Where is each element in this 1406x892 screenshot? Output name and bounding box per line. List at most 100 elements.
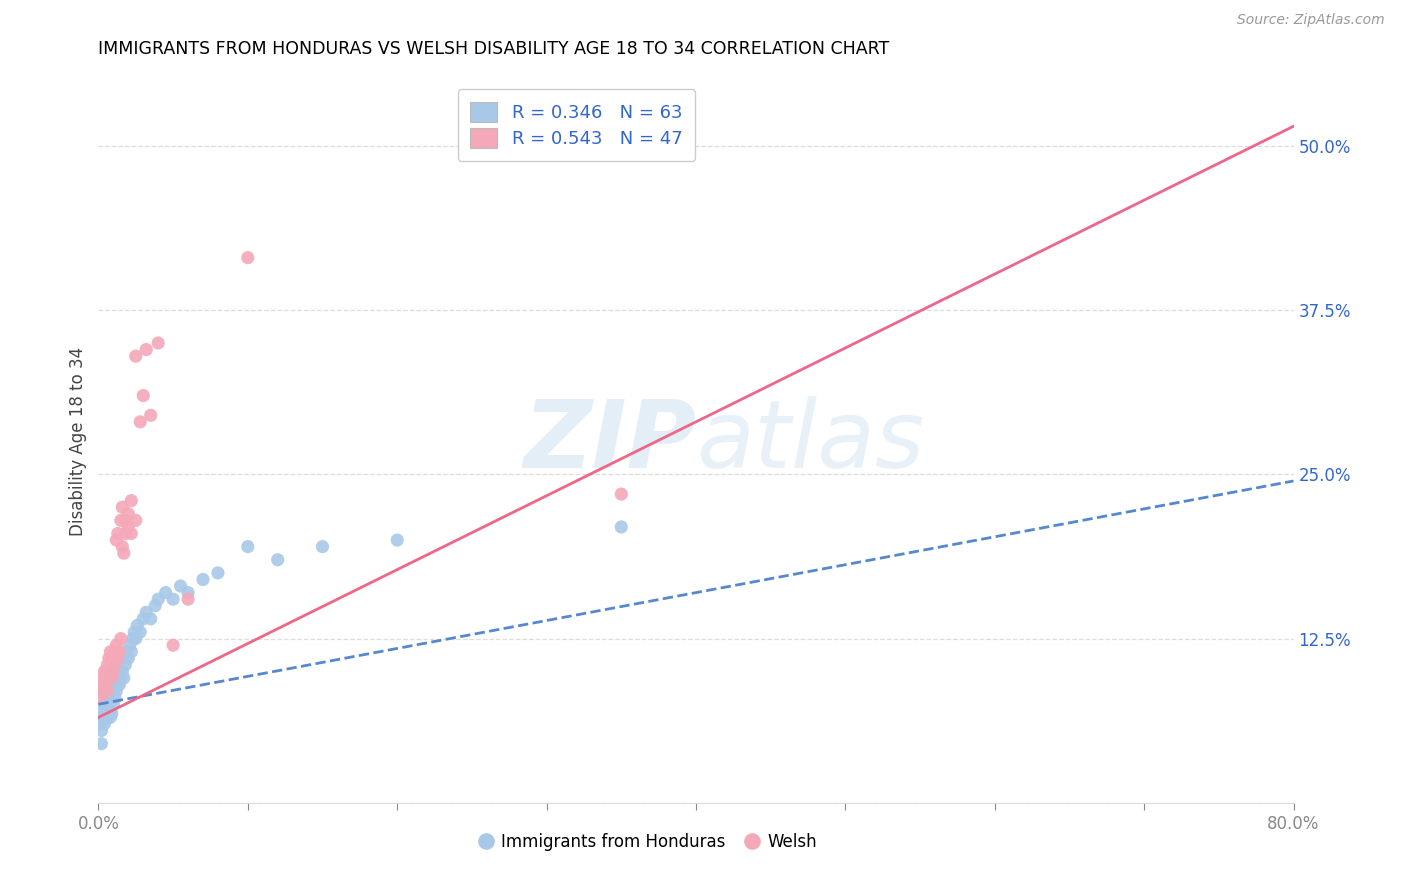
Point xyxy=(101,671,124,685)
Point xyxy=(93,684,115,698)
Point xyxy=(129,415,152,429)
Point xyxy=(117,520,139,534)
Point xyxy=(111,665,134,679)
Point xyxy=(104,657,127,672)
Point xyxy=(105,671,128,685)
Point xyxy=(125,632,148,646)
Point xyxy=(148,336,170,351)
Point xyxy=(103,698,125,712)
Point xyxy=(385,533,409,547)
Point xyxy=(129,625,152,640)
Point xyxy=(107,677,129,691)
Point xyxy=(89,717,111,731)
Point xyxy=(125,513,148,527)
Point xyxy=(93,717,115,731)
Point xyxy=(89,690,111,705)
Point xyxy=(117,651,139,665)
Point xyxy=(111,500,134,515)
Point xyxy=(120,493,142,508)
Point xyxy=(93,698,115,712)
Point xyxy=(112,671,135,685)
Point xyxy=(94,704,117,718)
Point xyxy=(101,706,124,721)
Point xyxy=(91,704,114,718)
Point xyxy=(103,671,125,685)
Point xyxy=(98,665,122,679)
Point xyxy=(118,638,141,652)
Point xyxy=(236,540,259,554)
Point xyxy=(97,698,120,712)
Point xyxy=(93,665,115,679)
Point xyxy=(135,343,157,357)
Point xyxy=(311,540,333,554)
Point xyxy=(98,690,122,705)
Legend: Immigrants from Honduras, Welsh: Immigrants from Honduras, Welsh xyxy=(471,825,825,860)
Point xyxy=(107,651,129,665)
Point xyxy=(103,665,125,679)
Point xyxy=(162,592,184,607)
Point xyxy=(97,677,120,691)
Point xyxy=(177,585,200,599)
Point xyxy=(107,526,129,541)
Point xyxy=(90,684,112,698)
Point xyxy=(105,684,128,698)
Point xyxy=(127,618,149,632)
Point xyxy=(90,677,112,691)
Point xyxy=(91,671,114,685)
Text: ZIP: ZIP xyxy=(523,395,696,488)
Point xyxy=(103,688,125,702)
Point xyxy=(114,526,136,541)
Point xyxy=(177,592,200,607)
Point xyxy=(108,665,131,679)
Point xyxy=(125,349,148,363)
Point xyxy=(610,520,633,534)
Point xyxy=(104,665,127,679)
Point xyxy=(110,671,132,685)
Point xyxy=(97,651,120,665)
Point xyxy=(143,599,166,613)
Text: atlas: atlas xyxy=(696,396,924,487)
Point xyxy=(114,513,136,527)
Point xyxy=(98,671,122,685)
Y-axis label: Disability Age 18 to 34: Disability Age 18 to 34 xyxy=(69,347,87,536)
Point xyxy=(105,533,128,547)
Point xyxy=(97,671,120,685)
Point xyxy=(91,710,114,724)
Point xyxy=(96,690,118,705)
Point xyxy=(135,605,157,619)
Point xyxy=(91,680,114,694)
Text: IMMIGRANTS FROM HONDURAS VS WELSH DISABILITY AGE 18 TO 34 CORRELATION CHART: IMMIGRANTS FROM HONDURAS VS WELSH DISABI… xyxy=(98,40,890,58)
Point xyxy=(236,251,259,265)
Point xyxy=(120,645,142,659)
Point xyxy=(108,677,131,691)
Point xyxy=(169,579,191,593)
Point xyxy=(139,409,162,423)
Point xyxy=(115,645,138,659)
Point xyxy=(101,684,124,698)
Text: Source: ZipAtlas.com: Source: ZipAtlas.com xyxy=(1237,13,1385,28)
Point xyxy=(120,526,142,541)
Point xyxy=(97,704,120,718)
Point xyxy=(111,540,134,554)
Point xyxy=(104,690,127,705)
Point xyxy=(162,638,184,652)
Point xyxy=(110,513,132,527)
Point xyxy=(96,677,118,691)
Point xyxy=(267,553,290,567)
Point xyxy=(93,675,115,690)
Point xyxy=(98,710,122,724)
Point xyxy=(101,651,124,665)
Point xyxy=(207,566,229,580)
Point xyxy=(94,665,117,679)
Point xyxy=(139,612,162,626)
Point xyxy=(148,592,170,607)
Point xyxy=(108,645,131,659)
Point xyxy=(191,573,214,587)
Point xyxy=(155,585,177,599)
Point xyxy=(121,632,143,646)
Point xyxy=(94,677,117,691)
Point xyxy=(98,645,122,659)
Point xyxy=(96,684,118,698)
Point xyxy=(132,388,155,402)
Point xyxy=(94,698,117,712)
